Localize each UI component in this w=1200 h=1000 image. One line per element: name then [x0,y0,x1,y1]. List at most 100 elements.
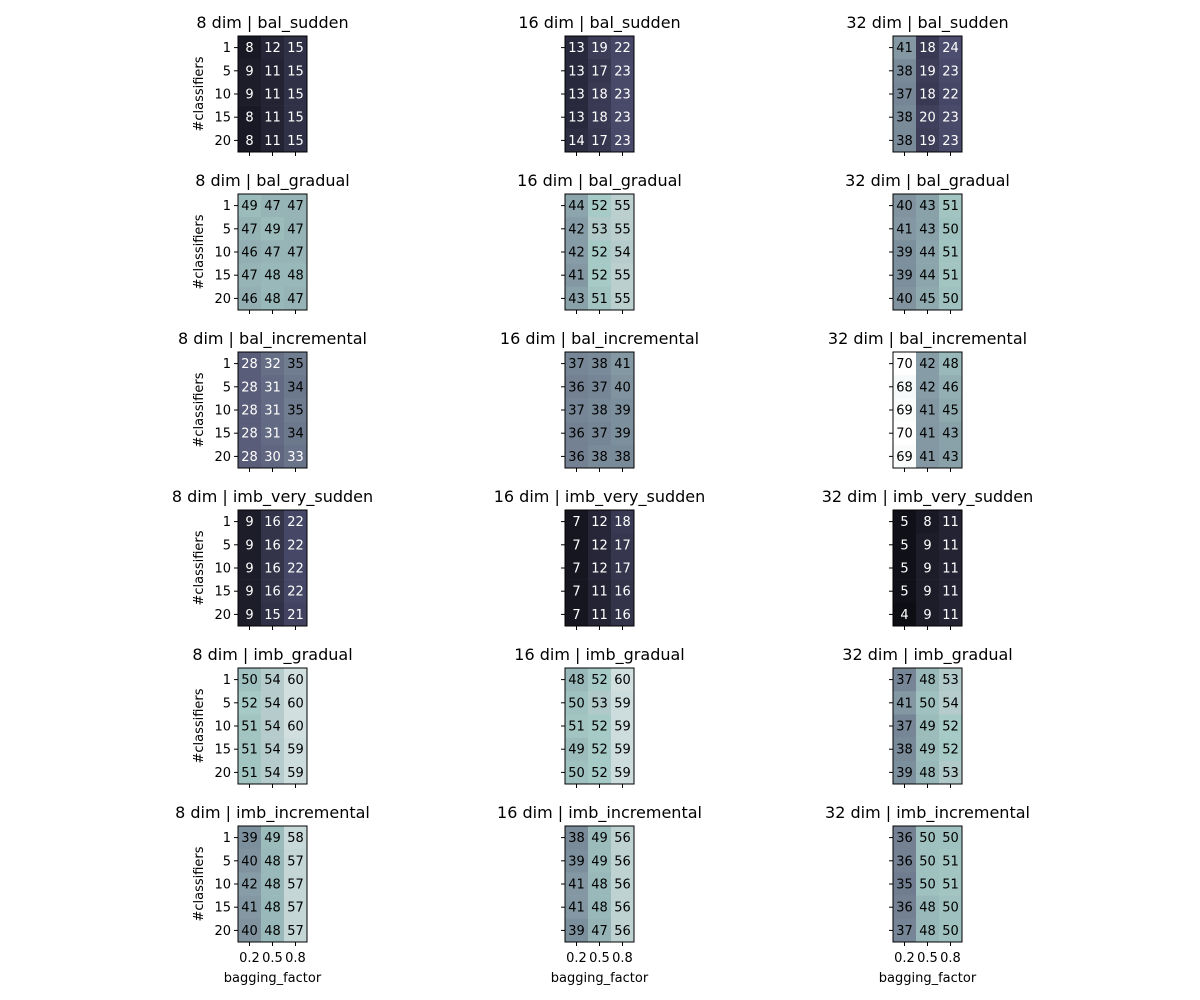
y-axis-label: #classifiers [192,688,207,763]
heatmap-cell [261,217,285,241]
cell-value-label: 48 [591,878,608,893]
cell-value-label: 52 [942,720,959,735]
heatmap-panel: 32 dim | bal_gradual 40 43 51 41 43 50 39 44 51 39… [845,171,1010,314]
heatmap-cell [588,128,612,153]
cell-value-label: 12 [591,538,608,553]
cell-value-label: 39 [614,404,631,419]
heatmap-cell [893,194,917,218]
cell-value-label: 19 [919,64,936,79]
cell-value-label: 60 [287,720,304,735]
cell-value-label: 23 [942,111,959,126]
heatmap-cell [261,36,285,60]
heatmap-cell [588,691,612,715]
cell-value-label: 51 [942,246,959,261]
cell-value-label: 44 [919,269,936,284]
cell-value-label: 39 [896,766,913,781]
panel-title: 8 dim | imb_very_sudden [172,487,373,507]
panel-title: 16 dim | bal_gradual [517,171,682,191]
cell-value-label: 52 [591,673,608,688]
cell-value-label: 41 [241,901,258,916]
cell-value-label: 54 [264,720,281,735]
heatmap-cell [916,352,940,376]
heatmap-cell [611,398,635,422]
y-axis-label: #classifiers [192,846,207,921]
heatmap-cell [916,826,940,850]
cell-value-label: 51 [241,720,258,735]
y-tick-label: 10 [214,246,231,261]
heatmap-cell [916,286,940,311]
heatmap-cell [238,59,262,83]
cell-value-label: 42 [919,357,936,372]
cell-value-label: 43 [919,222,936,237]
cell-value-label: 53 [591,696,608,711]
cell-value-label: 11 [264,111,281,126]
heatmap-cell [893,579,917,604]
cell-value-label: 52 [591,269,608,284]
cell-value-label: 37 [896,673,913,688]
cell-value-label: 16 [264,585,281,600]
y-tick-label: 1 [223,673,231,688]
heatmap-cell [238,714,262,738]
cell-value-label: 13 [568,41,585,56]
heatmap-cell [588,533,612,557]
heatmap-panel: 32 dim | bal_incremental 70 42 48 68 42 46 69 41… [828,329,1027,472]
heatmap-cell [611,760,635,785]
heatmap-cell [238,602,262,627]
heatmap-cell [588,714,612,738]
cell-value-label: 36 [896,854,913,869]
y-tick-label: 20 [214,450,231,465]
x-tick-label: 0.8 [285,951,306,966]
y-tick-label: 10 [214,720,231,735]
x-tick-label: 0.2 [894,951,915,966]
cell-value-label: 58 [287,831,304,846]
heatmap-cell [588,105,612,130]
cell-value-label: 51 [942,199,959,214]
cell-value-label: 50 [241,673,258,688]
heatmap-cell [893,352,917,376]
cell-value-label: 49 [241,199,258,214]
panel-title: 32 dim | bal_gradual [845,171,1010,191]
cell-value-label: 18 [614,515,631,530]
heatmap-cell [893,760,917,785]
cell-value-label: 28 [241,450,258,465]
heatmap-cell [238,872,262,896]
cell-value-label: 50 [942,924,959,939]
panel-title: 8 dim | bal_incremental [178,329,367,349]
heatmap-cell [916,533,940,557]
cell-value-label: 41 [568,878,585,893]
y-tick-label: 20 [214,134,231,149]
cell-value-label: 54 [264,766,281,781]
cell-value-label: 52 [591,720,608,735]
cell-value-label: 50 [919,854,936,869]
heatmap-cell [261,918,285,943]
cell-value-label: 13 [568,111,585,126]
cell-value-label: 37 [591,427,608,442]
cell-value-label: 56 [614,901,631,916]
heatmap-cell [284,918,308,943]
cell-value-label: 42 [568,246,585,261]
cell-value-label: 37 [568,404,585,419]
cell-value-label: 38 [591,404,608,419]
cell-value-label: 70 [896,357,913,372]
heatmap-panel: 8 dim | bal_incremental 28 32 35 28 31 34 28 31 3… [178,329,367,472]
cell-value-label: 47 [264,199,281,214]
cell-value-label: 59 [287,743,304,758]
y-tick-label: 1 [223,199,231,214]
y-tick-label: 10 [214,404,231,419]
cell-value-label: 54 [264,696,281,711]
heatmap-cell [611,714,635,738]
heatmap-cell [611,194,635,218]
cell-value-label: 28 [241,404,258,419]
heatmap-cell [261,895,285,920]
cell-value-label: 11 [264,134,281,149]
cell-value-label: 43 [919,199,936,214]
heatmap-cell [611,872,635,896]
cell-value-label: 7 [572,562,580,577]
cell-value-label: 48 [264,878,281,893]
heatmap-cell [588,602,612,627]
heatmap-cell [916,579,940,604]
heatmap-cell [284,668,308,692]
heatmap-cell [611,737,635,762]
y-tick-label: 15 [214,743,231,758]
